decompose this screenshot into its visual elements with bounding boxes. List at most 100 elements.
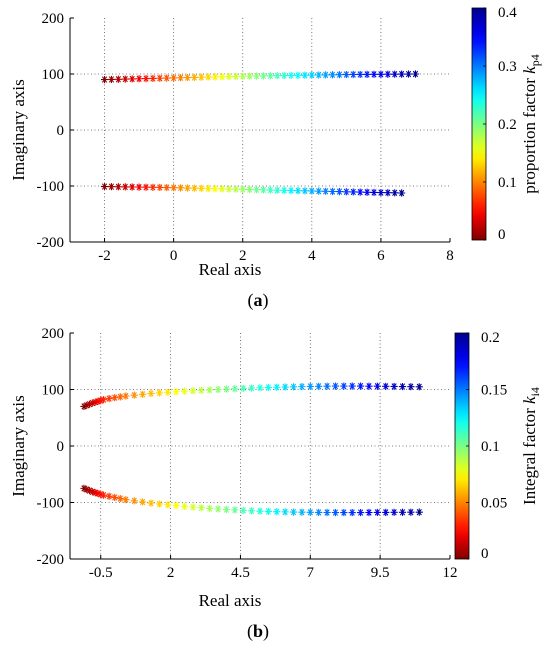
- data-point: [172, 388, 180, 396]
- data-point: [218, 73, 226, 81]
- colorbar-tick-label: 0.15: [481, 383, 507, 399]
- data-point: [211, 73, 219, 81]
- data-point: [197, 504, 205, 512]
- data-point: [289, 508, 298, 516]
- chart-panel-b: -0.5 2 4.5 7 9.5 12 -200 -100 0 100 200 Real axis Im…: [9, 326, 542, 642]
- data-point: [180, 387, 189, 395]
- data-point: [398, 189, 406, 197]
- data-point: [155, 500, 164, 508]
- panel-label-close: ): [263, 621, 269, 642]
- data-point: [363, 188, 371, 196]
- data-point: [88, 399, 96, 407]
- data-point: [294, 71, 302, 79]
- colorbar-label-symbol: k: [520, 66, 539, 74]
- data-point: [225, 185, 233, 193]
- colorbar: 0 0.05 0.1 0.15 0.2 Integral factor ki4: [454, 330, 542, 562]
- data-point: [231, 506, 239, 514]
- colorbar-tick-label: 0.2: [481, 330, 500, 346]
- panel-label: (b): [247, 621, 269, 642]
- data-point: [83, 401, 91, 409]
- data-point: [99, 491, 108, 499]
- y-tick-label: 0: [57, 439, 65, 455]
- y-axis-label: Imaginary axis: [9, 395, 28, 497]
- y-tick-label: 100: [42, 67, 65, 83]
- data-point: [342, 70, 350, 79]
- data-point: [239, 72, 247, 80]
- x-axis-label: Real axis: [199, 260, 262, 279]
- colorbar-tick-label: 0: [481, 546, 489, 562]
- data-point: [363, 70, 371, 78]
- data-point: [273, 72, 281, 80]
- data-point: [306, 382, 314, 391]
- x-axis-label: Real axis: [199, 591, 262, 610]
- data-point: [248, 507, 256, 515]
- data-point: [183, 184, 192, 192]
- data-point: [266, 72, 274, 80]
- data-point: [391, 70, 399, 78]
- data-point: [239, 384, 247, 392]
- data-point: [398, 508, 407, 516]
- data-point: [356, 70, 364, 79]
- data-point: [370, 188, 378, 197]
- data-point: [170, 74, 178, 82]
- series-1: [80, 382, 423, 411]
- data-point: [281, 383, 289, 391]
- data-point: [107, 75, 116, 84]
- data-point: [163, 74, 171, 82]
- data-point: [391, 189, 399, 197]
- data-point: [256, 384, 264, 392]
- data-point: [315, 187, 323, 195]
- data-point: [147, 499, 155, 507]
- data-point: [280, 71, 288, 80]
- data-point: [94, 397, 102, 405]
- data-point: [365, 382, 373, 390]
- colorbar-tick-label: 0.3: [498, 59, 517, 75]
- data-point: [273, 186, 281, 194]
- data-point: [301, 187, 309, 195]
- data-point: [204, 73, 212, 81]
- data-point: [308, 71, 316, 79]
- data-point: [176, 74, 185, 82]
- data-point: [105, 394, 113, 403]
- data-point: [280, 186, 288, 194]
- colorbar-tick-label: 0.1: [498, 175, 517, 191]
- data-point: [225, 72, 233, 81]
- data-point: [107, 183, 116, 191]
- data-point: [301, 71, 309, 79]
- data-point: [289, 383, 298, 391]
- colorbar-tick-label: 0.1: [481, 439, 500, 455]
- data-point: [252, 72, 261, 80]
- data-point: [94, 489, 102, 498]
- x-tick-label: 7: [307, 565, 315, 581]
- data-point: [398, 70, 406, 78]
- data-point: [377, 189, 385, 197]
- panel-label-letter: a: [254, 290, 263, 310]
- data-point: [373, 382, 381, 390]
- x-tick-label: 8: [446, 248, 454, 264]
- data-point: [214, 505, 222, 513]
- data-point: [97, 490, 105, 498]
- data-point: [384, 189, 392, 197]
- colorbar-tick-label: 0.05: [481, 496, 507, 512]
- data-point: [239, 506, 247, 515]
- x-tick-label: 4.5: [231, 565, 250, 581]
- data-point: [197, 73, 205, 81]
- data-point: [206, 504, 214, 513]
- data-point: [273, 508, 281, 516]
- data-point: [121, 75, 129, 83]
- colorbar-label-text: Integral factor: [520, 404, 539, 505]
- data-point: [135, 183, 143, 191]
- panel-label-open: (: [248, 290, 254, 311]
- data-point: [139, 390, 147, 398]
- data-point: [322, 187, 330, 195]
- data-point: [214, 385, 222, 394]
- data-point: [264, 507, 272, 516]
- data-point: [232, 185, 240, 193]
- data-point: [328, 71, 337, 79]
- data-point: [147, 389, 155, 398]
- data-point: [80, 484, 88, 492]
- data-point: [365, 508, 373, 517]
- data-point: [315, 71, 323, 79]
- data-point: [100, 182, 109, 191]
- data-point: [130, 391, 138, 399]
